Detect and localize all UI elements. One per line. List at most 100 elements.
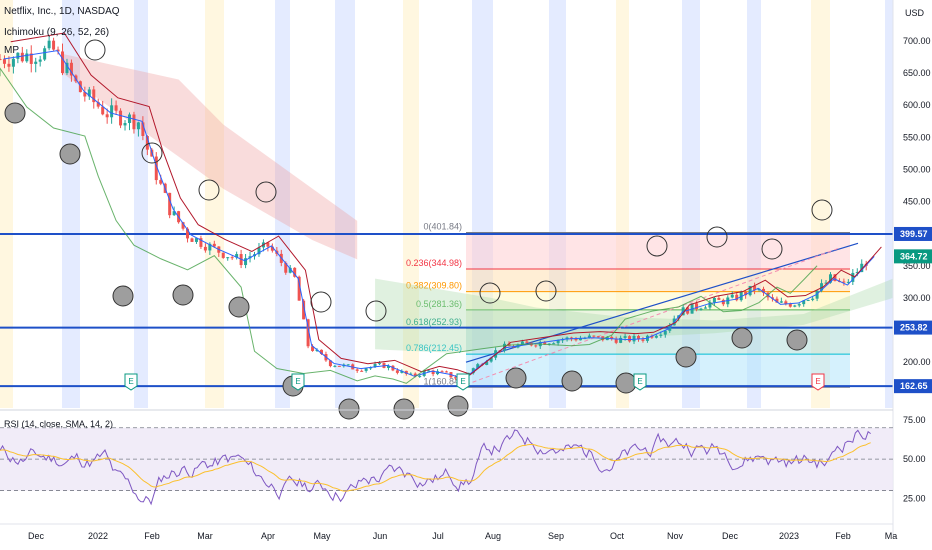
symbol-legend[interactable]: Netflix, Inc., 1D, NASDAQ (4, 6, 120, 17)
candle (440, 371, 444, 373)
price-tick-label: 600.00 (903, 100, 931, 110)
candle (828, 274, 832, 283)
circle-marker (310, 291, 332, 313)
candle (7, 63, 11, 67)
earnings-badge (291, 373, 305, 391)
candle (378, 363, 382, 365)
candle (119, 110, 123, 126)
candle (92, 89, 96, 103)
background-band (403, 0, 419, 408)
candle (409, 373, 413, 375)
candle (717, 297, 721, 300)
candle (293, 267, 297, 277)
circle-marker (505, 367, 527, 389)
candle (11, 58, 15, 67)
candle (159, 180, 163, 184)
earnings-badge (811, 373, 825, 391)
earnings-marker: E (633, 373, 647, 391)
candle (172, 211, 176, 216)
candle (565, 337, 569, 340)
circle-marker (172, 284, 194, 306)
time-tick-label: Sep (548, 531, 564, 541)
candle (431, 370, 435, 375)
earnings-label: E (637, 377, 642, 386)
candle (703, 307, 707, 309)
circle-marker (141, 142, 163, 164)
time-tick-label: Dec (722, 531, 739, 541)
candle (199, 238, 203, 247)
candle (34, 61, 38, 64)
rsi-tick-label: 75.00 (903, 415, 926, 425)
ichimoku-legend[interactable]: Ichimoku (9, 26, 52, 26) (4, 27, 110, 38)
candle (16, 52, 20, 59)
candle (811, 298, 815, 300)
candle (636, 335, 640, 340)
price-tick-label: 550.00 (903, 132, 931, 142)
candle (730, 294, 734, 298)
price-badge-label: 364.72 (900, 251, 928, 261)
candle (328, 360, 332, 367)
candle (194, 238, 198, 242)
price-tick-label: 700.00 (903, 36, 931, 46)
candle (748, 285, 752, 296)
candle (226, 257, 230, 259)
mp-tag[interactable]: MP (4, 45, 19, 56)
time-tick-label: Aug (485, 531, 501, 541)
candle (266, 242, 270, 247)
candle (596, 336, 600, 338)
price-badge-box (894, 379, 932, 394)
candle (208, 243, 212, 251)
candle (721, 299, 725, 305)
candle (418, 375, 422, 377)
candle (56, 49, 60, 52)
candle (114, 105, 118, 111)
candle (659, 334, 663, 336)
candle (302, 300, 306, 320)
time-tick-label: Dec (28, 531, 45, 541)
time-tick-label: Mar (197, 531, 213, 541)
time-tick-label: Oct (610, 531, 625, 541)
candle (43, 48, 47, 60)
candle (851, 272, 855, 282)
fib-label: 0.236(344.98) (406, 258, 462, 268)
price-badge-box (894, 320, 932, 335)
candle (846, 281, 850, 283)
time-tick-label: Ma (885, 531, 898, 541)
candle (534, 345, 538, 347)
candle (619, 337, 623, 343)
candle (592, 335, 596, 337)
candle (735, 294, 739, 301)
circle-marker (786, 329, 808, 351)
candle (65, 62, 69, 74)
trend-line-dashed (465, 247, 841, 386)
time-tick-label: Apr (261, 531, 275, 541)
rsi-line (0, 429, 871, 506)
candle (270, 246, 274, 251)
candle (489, 357, 493, 362)
candle (802, 300, 806, 305)
candle (695, 303, 699, 310)
rsi-sma-line (0, 442, 871, 492)
time-tick-label: 2023 (779, 531, 799, 541)
candle (779, 301, 783, 303)
candle (552, 343, 556, 345)
candle (141, 122, 145, 136)
candle (181, 222, 185, 229)
candle (793, 305, 797, 307)
earnings-label: E (295, 377, 300, 386)
circle-marker (59, 143, 81, 165)
price-tick-label: 200.00 (903, 357, 931, 367)
candle (712, 297, 716, 303)
candle (306, 319, 310, 347)
candle (855, 272, 859, 274)
candle (654, 335, 658, 338)
circle-marker (706, 226, 728, 248)
candle (355, 369, 359, 371)
circle-marker (811, 199, 833, 221)
candle (453, 377, 457, 379)
currency-label: USD (905, 8, 925, 18)
candle (127, 114, 131, 124)
candle (364, 368, 368, 371)
